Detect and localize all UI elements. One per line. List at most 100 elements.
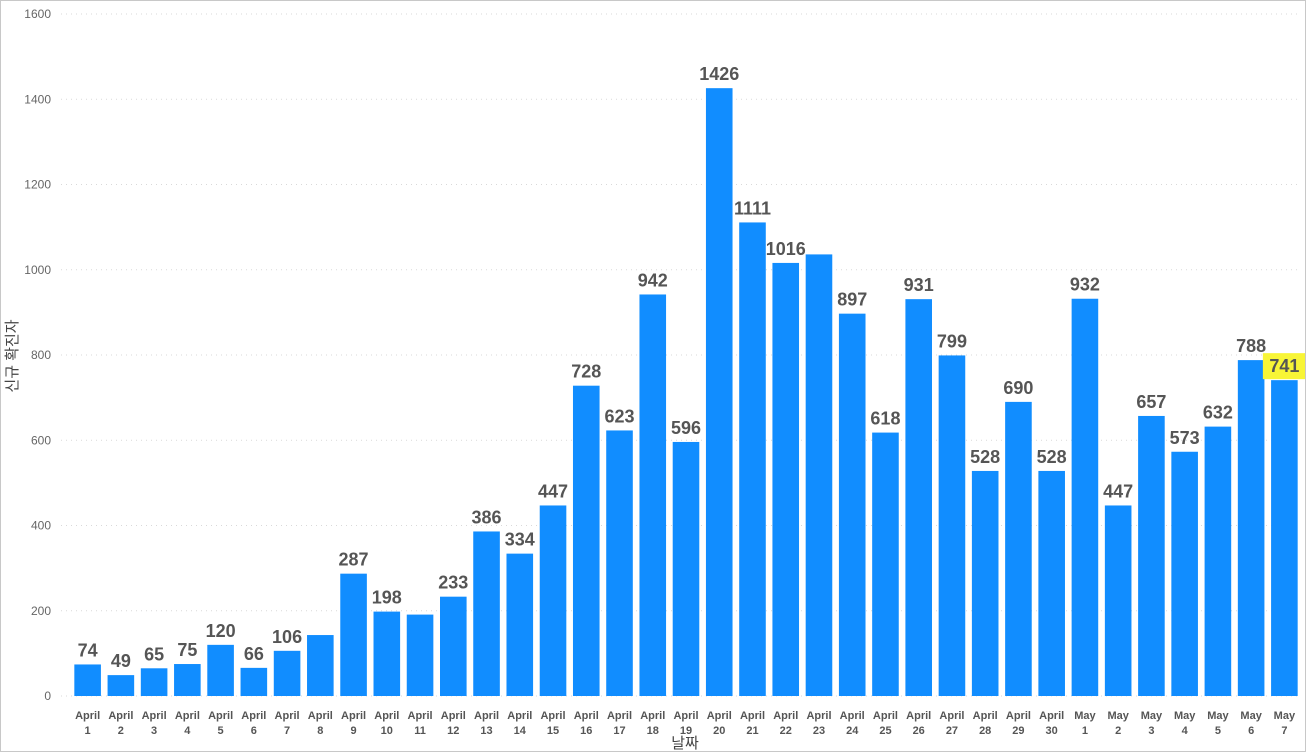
x-tick-label-month: May <box>1207 710 1229 722</box>
bar[interactable] <box>1237 360 1265 696</box>
x-tick-label-month: April <box>607 710 632 722</box>
x-tick-label-month: May <box>1107 710 1129 722</box>
x-tick-label-day: 24 <box>846 725 859 737</box>
data-label: 528 <box>1037 447 1067 467</box>
x-tick-label-day: 1 <box>1082 725 1088 737</box>
bar[interactable] <box>639 294 667 696</box>
x-tick-label-month: April <box>773 710 798 722</box>
x-tick-label-month: April <box>640 710 665 722</box>
x-tick-label-day: 12 <box>447 725 459 737</box>
x-tick-label-day: 5 <box>1215 725 1221 737</box>
x-tick-label-month: April <box>873 710 898 722</box>
x-tick-label-month: April <box>374 710 399 722</box>
bar[interactable] <box>307 635 334 696</box>
x-tick-label-month: April <box>75 710 100 722</box>
data-label: 596 <box>671 418 701 438</box>
x-tick-label-day: 28 <box>979 725 991 737</box>
x-tick-label-day: 14 <box>514 725 527 737</box>
data-label: 931 <box>904 275 934 295</box>
bar[interactable] <box>1071 298 1099 696</box>
bar[interactable] <box>1138 415 1165 696</box>
data-label: 49 <box>111 651 131 671</box>
y-tick-label: 1000 <box>24 263 51 277</box>
x-tick-label-month: April <box>906 710 931 722</box>
data-label: 728 <box>571 362 601 382</box>
bar[interactable] <box>240 667 268 696</box>
bar[interactable] <box>1171 451 1198 696</box>
x-tick-label-day: 27 <box>946 725 958 737</box>
bar[interactable] <box>506 553 534 696</box>
data-label: 75 <box>177 640 197 660</box>
bar[interactable] <box>905 299 932 696</box>
x-tick-label-day: 30 <box>1046 725 1058 737</box>
bar[interactable] <box>140 668 168 696</box>
data-label: 897 <box>837 290 867 310</box>
bar[interactable] <box>872 432 899 696</box>
bar[interactable] <box>606 430 633 696</box>
bar[interactable] <box>971 470 999 696</box>
bar[interactable] <box>207 644 234 696</box>
bar[interactable] <box>440 596 467 696</box>
bar[interactable] <box>739 222 766 696</box>
y-tick-label: 1600 <box>24 7 51 21</box>
data-label: 74 <box>78 640 98 660</box>
bar[interactable] <box>1038 470 1065 696</box>
bar[interactable] <box>340 573 367 696</box>
y-axis-ticks: 0 200 400 600 800 1000 1200 1400 1600 <box>24 7 51 703</box>
x-tick-label-month: April <box>973 710 998 722</box>
bar[interactable] <box>838 313 866 696</box>
bar[interactable] <box>705 88 733 697</box>
x-tick-label-day: 6 <box>1248 725 1254 737</box>
bar[interactable] <box>572 385 600 696</box>
x-tick-label-day: 5 <box>218 725 224 737</box>
data-label: 1016 <box>766 239 806 259</box>
data-label: 1426 <box>699 64 739 84</box>
data-label: 447 <box>1103 481 1133 501</box>
data-label: 198 <box>372 588 402 608</box>
bar[interactable] <box>273 650 301 696</box>
bar[interactable] <box>1204 426 1232 696</box>
x-tick-label-month: April <box>574 710 599 722</box>
x-tick-label-month: April <box>1006 710 1031 722</box>
x-tick-label-day: 1 <box>85 725 91 737</box>
bar[interactable] <box>672 441 700 696</box>
x-tick-label-day: 17 <box>613 725 625 737</box>
x-tick-label-month: April <box>241 710 266 722</box>
data-label: 741 <box>1269 356 1299 376</box>
bar[interactable] <box>1104 505 1132 696</box>
data-label: 942 <box>638 270 668 290</box>
x-tick-label-day: 10 <box>381 725 393 737</box>
x-tick-label-day: 3 <box>1148 725 1154 737</box>
data-label: 447 <box>538 481 568 501</box>
bar[interactable] <box>406 614 434 696</box>
bar[interactable] <box>938 355 966 696</box>
bar[interactable] <box>373 611 401 696</box>
x-tick-label-month: May <box>1274 710 1296 722</box>
bar[interactable] <box>1271 380 1298 696</box>
data-label: 799 <box>937 331 967 351</box>
bar[interactable] <box>473 531 500 696</box>
bar[interactable] <box>1005 401 1032 696</box>
data-label: 65 <box>144 644 164 664</box>
bar[interactable] <box>772 262 800 696</box>
bar[interactable] <box>539 505 567 696</box>
x-tick-label-month: April <box>673 710 698 722</box>
data-label: 528 <box>970 447 1000 467</box>
data-label: 618 <box>870 409 900 429</box>
bar[interactable] <box>805 254 833 696</box>
x-tick-label-day: 22 <box>780 725 792 737</box>
bar[interactable] <box>74 664 101 696</box>
x-tick-label-month: April <box>740 710 765 722</box>
data-label: 657 <box>1136 392 1166 412</box>
bar[interactable] <box>174 664 201 696</box>
y-tick-label: 1400 <box>24 92 51 106</box>
data-label: 120 <box>206 621 236 641</box>
data-label: 66 <box>244 644 264 664</box>
x-tick-label-day: 16 <box>580 725 592 737</box>
x-tick-label-day: 4 <box>184 725 191 737</box>
bar[interactable] <box>107 675 135 696</box>
data-label: 287 <box>339 550 369 570</box>
y-axis-title: 신규 확진자 <box>4 319 21 392</box>
